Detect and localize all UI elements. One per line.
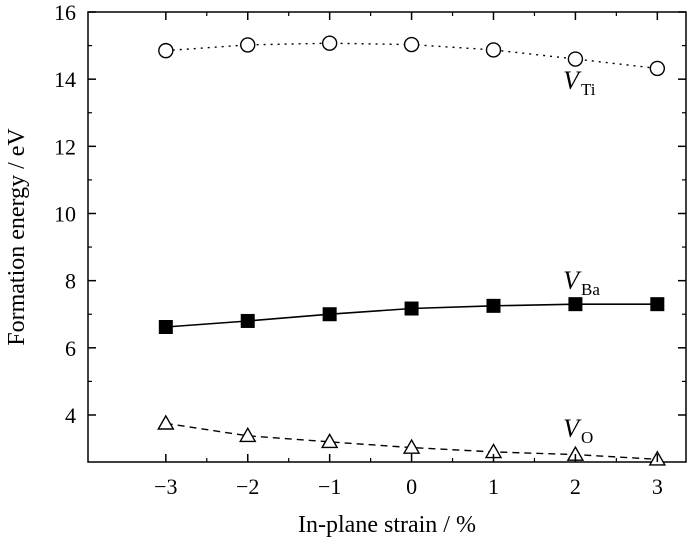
y-tick-label: 12 [54,134,76,159]
data-point [404,301,419,316]
x-tick-label: 2 [570,474,581,499]
data-point [240,37,256,53]
data-point [403,36,420,53]
x-tick-label: −3 [154,474,177,499]
y-tick-label: 10 [54,201,76,226]
series-label: V Ti [563,66,596,99]
series-ba [158,297,665,334]
data-point [486,298,501,313]
series-layer [157,35,667,466]
y-axis-title: Formation energy / eV [4,128,30,346]
y-tick-label: 6 [65,336,76,361]
y-tick-label: 16 [54,0,76,25]
y-tick-label: 8 [65,269,76,294]
x-axis-title: In-plane strain / % [298,512,476,538]
data-point [240,313,255,328]
data-point [568,297,583,312]
y-tick-label: 4 [65,403,76,428]
data-point [239,426,257,443]
data-point [402,438,421,454]
plot-frame [87,11,687,463]
data-point [322,307,337,322]
series-label: V Ba [563,266,600,299]
series-ti [158,35,666,77]
series-label-subscript: O [581,428,593,447]
series-label-symbol: V [563,414,582,443]
data-point [158,320,173,334]
x-tick-label: −2 [236,474,259,499]
data-point [485,42,502,58]
series-label-subscript: Ba [581,280,600,299]
series-labels: V TiV BaV O [563,66,600,447]
data-point [157,414,175,430]
data-point [320,432,339,449]
x-tick-label: 3 [652,474,663,499]
data-point [567,51,584,67]
data-point [158,42,174,59]
x-tick-label: 0 [406,474,417,499]
series-label-subscript: Ti [581,80,596,99]
x-tick-label: 1 [488,474,499,499]
y-tick-label: 14 [54,67,76,92]
plot-area [87,11,687,463]
series-label-symbol: V [563,266,582,295]
data-point [321,35,338,51]
data-point [649,60,666,77]
x-tick-label: −1 [318,474,341,499]
data-point [650,297,665,312]
series-label-symbol: V [563,66,582,95]
